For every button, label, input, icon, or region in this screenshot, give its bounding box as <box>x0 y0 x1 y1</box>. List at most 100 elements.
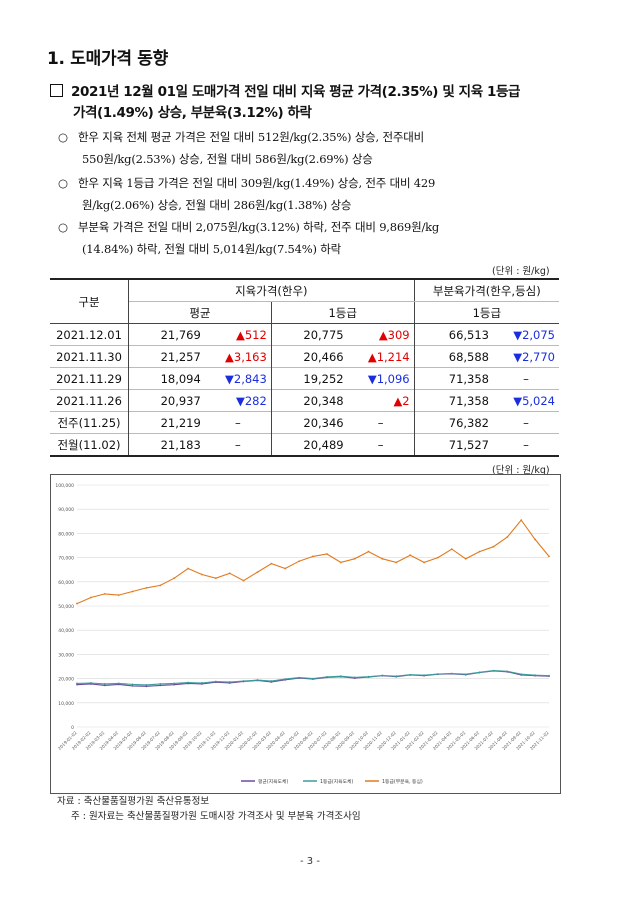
page-number: - 3 - <box>300 856 320 867</box>
y-tick-label: 60,000 <box>58 580 74 586</box>
data-point <box>131 683 134 686</box>
series-line <box>76 519 550 605</box>
data-point <box>492 545 495 548</box>
data-point <box>520 519 523 521</box>
data-point <box>256 679 259 681</box>
bullet-text: 한우 지육 1등급 가격은 전일 대비 309원/kg(1.49%) 상승, 전… <box>78 176 436 190</box>
y-tick-label: 70,000 <box>58 556 74 562</box>
data-point <box>242 579 245 582</box>
bullet-3: ○ 부분육 가격은 전일 대비 2,075원/kg(3.12%) 하락, 전주 대… <box>58 216 578 260</box>
data-point <box>298 560 301 563</box>
legend-label: 평균(지육도체) <box>258 778 288 785</box>
y-tick-label: 0 <box>71 725 74 731</box>
data-point <box>423 674 425 677</box>
grade1-change: – <box>347 433 415 456</box>
partial-change: – <box>523 415 529 430</box>
data-point <box>520 673 523 676</box>
row-label: 전주(11.25) <box>50 411 129 434</box>
data-point <box>312 677 314 680</box>
avg-price: 21,257 <box>160 349 201 364</box>
data-point <box>298 676 301 679</box>
partial-change: – <box>523 437 529 452</box>
data-point <box>173 682 176 685</box>
partial-price: 71,358 <box>448 371 489 386</box>
avg-change: ▼282 <box>204 389 272 412</box>
col-group-header: 구분 <box>50 279 129 324</box>
row-label: 2021.11.29 <box>50 367 129 390</box>
data-point <box>339 675 342 678</box>
data-point <box>409 554 412 557</box>
data-point <box>548 555 550 558</box>
bullet-circle-icon: ○ <box>58 220 68 234</box>
data-point <box>228 681 231 683</box>
data-point <box>145 685 148 688</box>
data-point <box>534 674 537 677</box>
grade1-change: ▲2 <box>347 389 415 412</box>
checkbox-square-icon <box>50 84 63 97</box>
data-point <box>353 676 356 679</box>
source-notes: 자료 : 축산물품질평가원 축산유통정보 주 : 원자료는 축산물품질평가원 도… <box>57 794 361 824</box>
group-header-partial: 부분육가격(한우,등심) <box>414 279 559 302</box>
data-point <box>325 676 328 678</box>
bullet-text: 550원/kg(2.53%) 상승, 전월 대비 586원/kg(2.69%) … <box>82 152 373 166</box>
data-point <box>506 536 509 538</box>
data-point <box>214 680 217 683</box>
data-point <box>76 602 78 605</box>
data-point <box>395 675 398 678</box>
table-row: 2021.12.01 21,769 ▲512 20,775 ▲309 66,513 ▼2,0… <box>50 323 559 346</box>
data-point <box>270 680 273 682</box>
price-table: 구분 지육가격(한우) 부분육가격(한우,등심) 평균 1등급 1등급 2021… <box>50 278 559 457</box>
data-point <box>450 548 453 551</box>
partial-change: ▼2,075 <box>513 327 555 342</box>
data-point <box>284 678 287 680</box>
chart-unit: (단위 : 원/kg) <box>492 465 550 476</box>
footnote: 주 : 원자료는 축산물품질평가원 도매시장 가격조사 및 부분육 가격조사임 <box>71 811 361 822</box>
data-point <box>367 675 370 678</box>
y-tick-label: 30,000 <box>58 652 74 658</box>
sub-header-avg: 평균 <box>128 301 272 324</box>
grade1-change: ▲1,214 <box>347 345 415 368</box>
data-point <box>325 553 328 555</box>
bullet-text: 한우 지육 전체 평균 가격은 전일 대비 512원/kg(2.35%) 상승,… <box>78 130 424 144</box>
data-point <box>423 561 425 564</box>
data-point <box>353 557 356 560</box>
y-tick-label: 40,000 <box>58 628 74 634</box>
avg-change: – <box>204 433 272 456</box>
group-header-carcass: 지육가격(한우) <box>128 279 415 302</box>
legend-label: 1등급(지육도체) <box>320 778 353 785</box>
data-point <box>548 674 550 677</box>
partial-change: ▼5,024 <box>513 393 555 408</box>
bullet-text: 부분육 가격은 전일 대비 2,075원/kg(3.12%) 하락, 전주 대비… <box>78 220 440 234</box>
grade1-price: 20,775 <box>303 327 344 342</box>
data-point <box>478 671 481 674</box>
y-tick-label: 80,000 <box>58 531 74 537</box>
y-tick-label: 20,000 <box>58 677 74 683</box>
avg-price: 21,769 <box>160 327 201 342</box>
data-point <box>534 538 537 541</box>
data-point <box>506 670 509 673</box>
headline-line1: 2021년 12월 01일 도매가격 전일 대비 지육 평균 가격(2.35%)… <box>71 84 521 100</box>
data-point <box>270 562 273 565</box>
data-point <box>284 567 287 570</box>
grade1-price: 20,466 <box>303 349 344 364</box>
data-point <box>76 682 78 685</box>
bullet-2: ○ 한우 지육 1등급 가격은 전일 대비 309원/kg(1.49%) 상승, … <box>58 172 578 216</box>
bullet-text: 원/kg(2.06%) 상승, 전월 대비 286원/kg(1.38%) 상승 <box>82 198 352 212</box>
grade1-change: ▲309 <box>347 323 415 346</box>
table-row: 2021.11.26 20,937 ▼282 20,348 ▲2 71,358 ▼5,024 <box>50 389 559 412</box>
data-point <box>201 682 203 684</box>
grade1-change: ▼1,096 <box>347 367 415 390</box>
sub-header-part-grade1: 1등급 <box>414 301 559 324</box>
data-point <box>437 556 439 559</box>
data-point <box>89 682 92 684</box>
avg-change: ▲3,163 <box>204 345 272 368</box>
partial-price: 71,358 <box>448 393 489 408</box>
headline: 2021년 12월 01일 도매가격 전일 대비 지육 평균 가격(2.35%)… <box>50 82 590 124</box>
data-point <box>478 550 481 553</box>
data-point <box>117 682 120 685</box>
partial-change: – <box>523 371 529 386</box>
row-label: 2021.11.26 <box>50 389 129 412</box>
partial-change: ▼2,770 <box>513 349 555 364</box>
data-point <box>187 567 189 570</box>
table-row: 2021.11.30 21,257 ▲3,163 20,466 ▲1,214 68,588… <box>50 345 559 368</box>
